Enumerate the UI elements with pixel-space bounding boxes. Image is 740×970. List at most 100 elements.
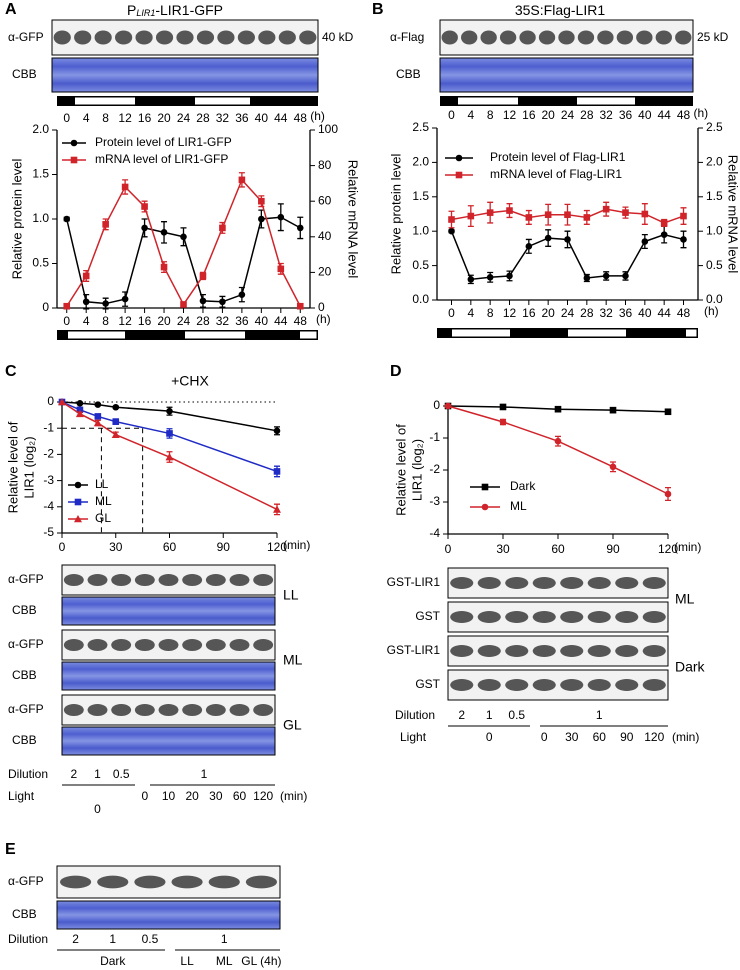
series-line [61,401,278,432]
panel-label: B [372,1,384,18]
blot-band [63,574,84,586]
y2-axis-label: Relative mRNA level [346,160,361,279]
y-tick-label: -2 [429,462,440,476]
blot-band [615,645,639,657]
light-bar [452,329,510,337]
blot-time-label: 44 [274,111,288,125]
blot-band [558,30,575,45]
legend-label: mRNA level of Flag-LIR1 [490,167,622,181]
title-part: 35S:Flag-LIR1 [515,2,605,18]
x-tick-label: 36 [235,314,249,328]
blot-time-label: 8 [102,111,109,125]
marker [277,265,285,273]
y-tick-label: 0 [47,394,54,408]
blot-time-label: 20 [157,111,171,125]
marker [94,401,102,408]
dilution-value: 0.5 [113,767,130,781]
marker [258,215,265,223]
light-value: 0 [141,789,148,803]
y2-tick-label: 0.0 [706,292,723,306]
blot-band [253,574,274,586]
blot-band [158,704,179,716]
y-axis-label: Relative protein level [9,159,24,280]
title-part: P [127,2,136,18]
light-label: Light [400,730,427,744]
row-label: α-GFP [8,874,44,888]
legend-label: Protein level of Flag-LIR1 [490,150,626,164]
x-tick-label: 60 [551,542,565,556]
marker [121,295,129,303]
legend-marker [481,503,489,511]
legend-label: ML [510,499,527,513]
x-tick-label: 24 [561,306,575,320]
blot-band [196,30,215,45]
light-label: Light [8,789,35,803]
x-axis-label: (h) [316,312,331,326]
blot-band [253,704,274,716]
marker [82,298,90,306]
x-tick-label: 90 [606,542,620,556]
blot-time-label: 36 [619,108,633,122]
row-label: CBB [12,733,37,747]
y-tick-label: -5 [43,525,54,539]
marker [180,233,187,241]
y2-tick-label: 80 [318,158,332,172]
size-label: 25 kD [697,30,729,44]
marker [141,224,148,232]
y2-tick-label: 0.5 [706,258,723,272]
blot-band [135,30,153,45]
y-tick-label: 2.0 [412,155,429,169]
blot-time-label: 44 [657,108,671,122]
x-tick-label: 90 [217,540,231,554]
y-tick-label: 1.0 [412,223,429,237]
blot-band [59,875,92,889]
light-bar [75,97,135,105]
marker [680,212,687,220]
marker [112,418,120,425]
condition-label: GL [283,717,302,733]
light-bar [195,97,250,105]
marker [273,427,281,435]
y-axis-label: LIR1 (log₂) [21,436,36,498]
marker [199,297,207,305]
blot-band [74,30,92,45]
light-unit: (min) [280,789,307,803]
panel-label: A [5,1,17,18]
y2-tick-label: 1.5 [706,189,723,203]
blot-band [616,30,634,45]
blot-band [636,30,653,45]
blot-band [450,679,474,691]
row-label: α-GFP [8,637,44,651]
marker [180,301,187,308]
light-value: 30 [565,730,579,744]
blot-band [597,30,614,45]
title-part: -LIR1-GFP [155,2,223,18]
blot-time-label: 48 [677,108,691,122]
condition-value: ML [216,954,233,968]
x-tick-label: 40 [255,314,269,328]
light-value: 0 [486,730,493,744]
blot-band [642,679,666,691]
legend-label: LL [95,477,109,491]
condition-value: Dark [100,954,126,968]
dark-bar [57,96,318,106]
blot-band [505,645,529,657]
blot-time-label: 4 [83,111,90,125]
marker [58,398,66,406]
marker [448,227,455,235]
blot-time-label: 24 [177,111,191,125]
blot-time-label: 40 [255,111,269,125]
row-label: α-Flag [390,30,424,44]
blot-frame [61,726,276,756]
blot-band [450,611,474,623]
marker [664,408,672,416]
marker [602,272,610,280]
blot-band [111,639,132,651]
blot-band [461,30,478,45]
marker [544,211,552,218]
y2-tick-label: 2.0 [706,155,723,169]
marker [486,273,494,281]
dilution-label: Dilution [8,932,48,946]
dilution-label: Dilution [8,767,48,781]
y2-tick-label: 0 [318,300,325,314]
